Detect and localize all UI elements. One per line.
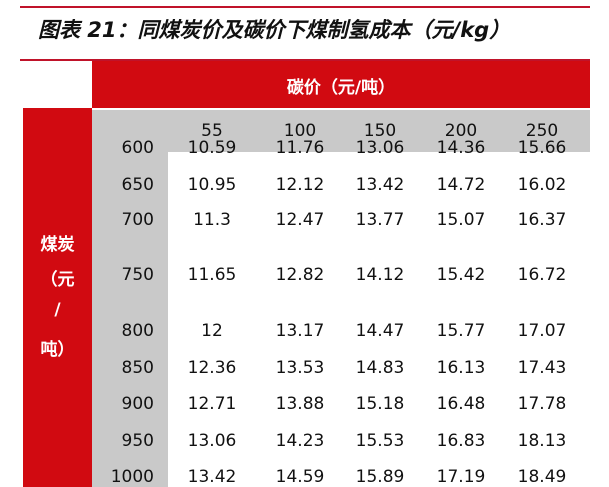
table-cell: 17.19 — [436, 467, 486, 487]
row-group-label: / — [54, 300, 61, 320]
row-group-label: 吨） — [40, 340, 75, 360]
table-cell: 15.18 — [355, 394, 405, 414]
table-cell: 14.59 — [275, 467, 325, 487]
row-header: 700 — [121, 210, 154, 230]
row-group-label: （元 — [40, 270, 75, 290]
table-cell: 14.72 — [436, 175, 486, 195]
column-header: 200 — [444, 121, 478, 141]
row-header: 950 — [121, 431, 154, 451]
table-cell: 16.72 — [517, 265, 567, 285]
table-cell: 15.42 — [436, 265, 486, 285]
table-cell: 16.48 — [436, 394, 486, 414]
table-cell: 12 — [201, 321, 223, 341]
table-cell: 17.07 — [517, 321, 567, 341]
table-cell: 13.17 — [275, 321, 325, 341]
table-cell: 15.66 — [517, 138, 567, 158]
table-cell: 13.53 — [275, 358, 325, 378]
table-cell: 13.77 — [355, 210, 405, 230]
table-cell: 14.47 — [355, 321, 405, 341]
table-cell: 13.42 — [187, 467, 237, 487]
column-header: 250 — [525, 121, 559, 141]
table-cell: 11.3 — [193, 210, 231, 230]
column-header-row — [92, 110, 590, 152]
table-cell: 15.07 — [436, 210, 486, 230]
table-cell: 16.13 — [436, 358, 486, 378]
table-cell: 15.77 — [436, 321, 486, 341]
table-cell: 12.71 — [187, 394, 237, 414]
table-cell: 16.37 — [517, 210, 567, 230]
row-group-header: 煤炭 （元 / 吨） — [23, 108, 92, 487]
table-cell: 17.78 — [517, 394, 567, 414]
table-cell: 12.12 — [275, 175, 325, 195]
table-title: 图表 21：同煤炭价及碳价下煤制氢成本（元/kg） — [38, 18, 511, 42]
column-header: 55 — [201, 121, 223, 141]
row-header: 900 — [121, 394, 154, 414]
row-header: 650 — [121, 175, 154, 195]
row-group-label: 煤炭 — [40, 235, 75, 255]
table-cell: 18.13 — [517, 431, 567, 451]
title-rule — [20, 59, 590, 61]
row-header: 600 — [121, 138, 154, 158]
column-group-label: 碳价（元/吨） — [286, 78, 396, 98]
table-cell: 10.95 — [187, 175, 237, 195]
table-cell: 15.89 — [355, 467, 405, 487]
table-cell: 12.47 — [275, 210, 325, 230]
table-cell: 13.06 — [355, 138, 405, 158]
table-cell: 10.59 — [187, 138, 237, 158]
row-header: 850 — [121, 358, 154, 378]
table-cell: 13.42 — [355, 175, 405, 195]
table-cell: 15.53 — [355, 431, 405, 451]
column-group-header: 碳价（元/吨） — [92, 61, 590, 108]
table-cell: 17.43 — [517, 358, 567, 378]
table-cell: 12.82 — [275, 265, 325, 285]
row-header: 1000 — [110, 467, 154, 487]
table-cell: 11.76 — [275, 138, 325, 158]
table-cell: 12.36 — [187, 358, 237, 378]
column-header: 150 — [363, 121, 397, 141]
table-cell: 18.49 — [517, 467, 567, 487]
table-cell: 16.83 — [436, 431, 486, 451]
table-cell: 14.83 — [355, 358, 405, 378]
row-header: 800 — [121, 321, 154, 341]
table-cell: 14.12 — [355, 265, 405, 285]
column-header: 100 — [283, 121, 317, 141]
table-cell: 14.23 — [275, 431, 325, 451]
table-cell: 13.06 — [187, 431, 237, 451]
row-header-column — [92, 152, 168, 487]
row-header: 750 — [121, 265, 154, 285]
table-cell: 14.36 — [436, 138, 486, 158]
top-rule — [20, 6, 590, 8]
table-cell: 16.02 — [517, 175, 567, 195]
table-cell: 11.65 — [187, 265, 237, 285]
table-cell: 13.88 — [275, 394, 325, 414]
